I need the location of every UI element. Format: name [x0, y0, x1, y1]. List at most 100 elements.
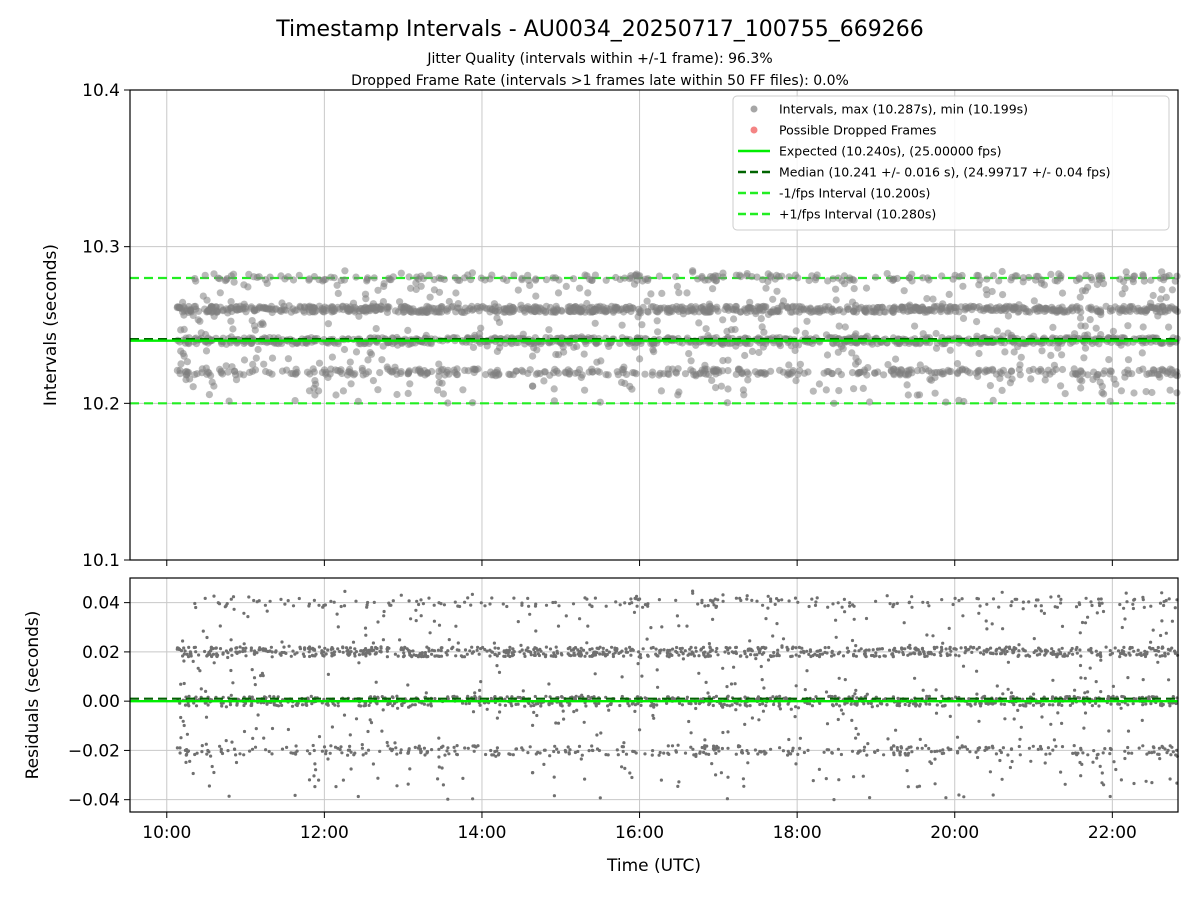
- interval-point: [850, 385, 858, 393]
- residual-point: [940, 648, 944, 652]
- interval-point: [1097, 307, 1105, 316]
- interval-point: [1049, 323, 1057, 331]
- residual-point: [1086, 753, 1090, 757]
- residual-point: [1097, 597, 1101, 601]
- residual-point: [210, 764, 214, 769]
- residual-point: [490, 753, 494, 757]
- interval-point: [702, 325, 710, 333]
- residual-point: [985, 627, 989, 631]
- residual-point: [338, 748, 342, 752]
- residual-point: [1099, 690, 1103, 694]
- residual-point: [1141, 744, 1145, 748]
- residual-point: [1141, 598, 1145, 602]
- residual-point: [1108, 794, 1112, 799]
- residual-point: [838, 650, 842, 654]
- intervals-ytick-label: 10.2: [82, 394, 120, 414]
- residual-point: [185, 732, 189, 736]
- residual-point: [1016, 708, 1020, 713]
- residual-point: [300, 703, 305, 707]
- interval-point: [974, 272, 983, 280]
- residual-point: [1169, 753, 1173, 757]
- interval-point: [411, 366, 419, 374]
- residual-point: [854, 736, 858, 740]
- residual-point: [721, 730, 725, 735]
- residual-point: [834, 618, 838, 622]
- residual-point: [892, 753, 896, 757]
- residual-point: [510, 695, 514, 699]
- residual-point: [195, 751, 199, 755]
- interval-point: [942, 398, 950, 406]
- interval-point: [656, 369, 664, 377]
- interval-point: [374, 386, 382, 394]
- residual-point: [586, 624, 590, 628]
- residual-point: [204, 742, 208, 746]
- residual-point: [1000, 590, 1004, 594]
- residual-point: [293, 793, 297, 798]
- residual-point: [1052, 738, 1056, 742]
- residual-point: [219, 747, 223, 751]
- residual-point: [619, 650, 623, 654]
- residual-point: [969, 645, 973, 649]
- interval-point: [1010, 348, 1018, 356]
- residual-point: [721, 666, 725, 670]
- interval-point: [1121, 284, 1129, 292]
- interval-point: [1015, 301, 1023, 309]
- residual-point: [1059, 652, 1063, 656]
- residuals-ytick-label: −0.04: [68, 791, 120, 811]
- residual-point: [940, 694, 944, 698]
- residual-point: [1088, 666, 1092, 670]
- residual-point: [582, 720, 586, 724]
- residual-point: [496, 646, 500, 650]
- residual-point: [910, 595, 914, 599]
- interval-point: [451, 274, 459, 282]
- residual-point: [283, 602, 287, 606]
- residual-point: [822, 750, 826, 754]
- residual-point: [369, 721, 374, 725]
- interval-point: [1052, 365, 1060, 373]
- residual-point: [1166, 748, 1170, 753]
- interval-point: [225, 397, 233, 405]
- residual-point: [514, 747, 519, 751]
- interval-point: [1027, 375, 1035, 383]
- residual-point: [366, 600, 370, 605]
- residual-point: [1149, 702, 1153, 706]
- residual-point: [552, 651, 556, 655]
- residual-point: [539, 649, 543, 653]
- residual-point: [194, 650, 198, 654]
- interval-point: [186, 375, 194, 383]
- residual-point: [697, 702, 702, 706]
- residual-point: [1024, 704, 1028, 708]
- residual-point: [577, 744, 582, 749]
- interval-point: [876, 308, 884, 316]
- residual-point: [576, 652, 580, 656]
- residual-point: [746, 761, 750, 765]
- residual-point: [960, 745, 965, 749]
- interval-point: [998, 267, 1006, 276]
- residual-point: [598, 652, 602, 656]
- interval-point: [618, 366, 626, 374]
- residual-point: [857, 649, 861, 653]
- residual-point: [342, 604, 347, 608]
- residual-point: [957, 654, 961, 658]
- interval-point: [577, 308, 585, 316]
- interval-point: [306, 370, 314, 378]
- residual-point: [234, 646, 238, 650]
- interval-point: [504, 306, 513, 314]
- residual-point: [453, 600, 457, 604]
- residual-point: [505, 604, 509, 609]
- residual-point: [395, 752, 399, 756]
- residual-point: [720, 704, 724, 708]
- residual-point: [353, 652, 357, 656]
- interval-point: [1102, 302, 1110, 310]
- interval-point: [767, 367, 775, 375]
- interval-point: [700, 307, 708, 315]
- residual-point: [294, 751, 298, 755]
- interval-point: [518, 276, 526, 284]
- interval-point: [346, 358, 354, 366]
- interval-point: [943, 308, 952, 316]
- residual-point: [354, 717, 359, 721]
- residual-point: [958, 746, 962, 750]
- residual-point: [270, 726, 275, 731]
- residual-point: [485, 649, 489, 653]
- residual-point: [228, 703, 233, 707]
